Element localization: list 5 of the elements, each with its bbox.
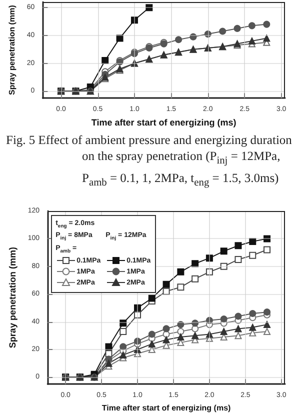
x-axis-title: Time after start of energizing (ms) [102,404,232,412]
y-axis-title: Spray penetration (mm) [8,4,16,95]
y-axis-title: Spray penetration (mm) [8,247,18,348]
x-axis-title: Time after start of energizing (ms) [91,118,236,128]
text: Fig. 5 Effect of ambient pressure and energizing duration on the spray penetration (P$_{inj}$ = 12MPa, P$_{amb}$ = 0.1, 1, 2MPa, t$_{eng}$ = 1.5, 3.0ms) [6,133,292,188]
